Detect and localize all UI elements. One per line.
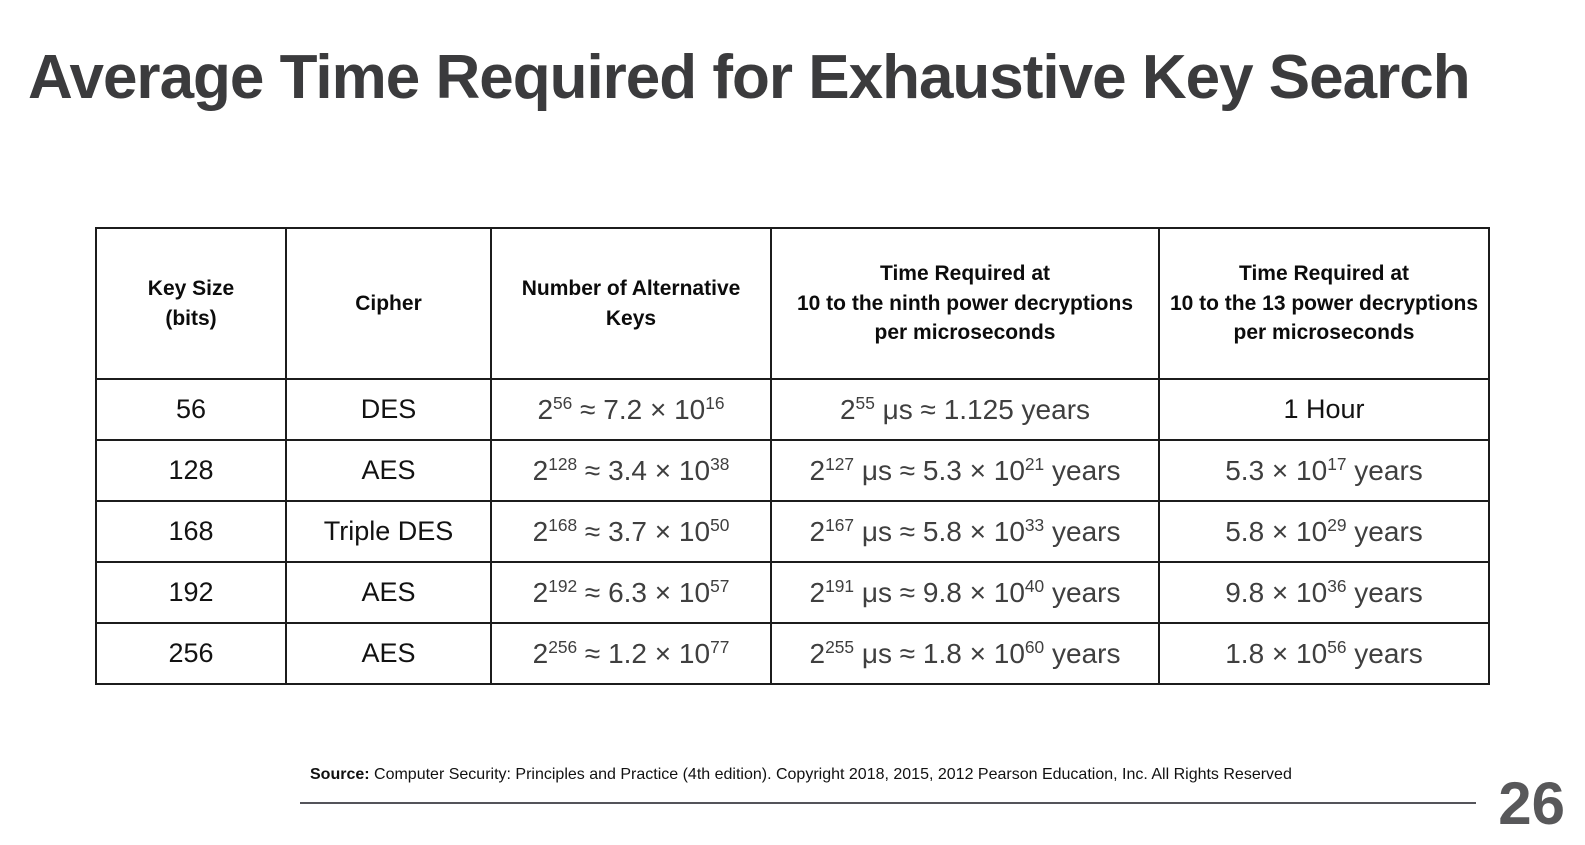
source-line: Source: Computer Security: Principles an…	[300, 766, 1476, 784]
table-row: 168 Triple DES 2168 ≈ 3.7 × 1050 2167 μs ≈ …	[95, 500, 1490, 563]
table-cell: 9.8 × 1036 years	[1158, 561, 1490, 624]
col-header-4: Time Required at 10 to the 13 power decry…	[1158, 227, 1490, 380]
table-cell: 192	[95, 561, 287, 624]
col-header-3: Time Required at 10 to the ninth power de…	[770, 227, 1160, 380]
table-cell: 2255 μs ≈ 1.8 × 1060 years	[770, 622, 1160, 685]
table-row: 192 AES 2192 ≈ 6.3 × 1057 2191 μs ≈ 9.8 × 1…	[95, 561, 1490, 624]
key-search-table: Key Size (bits) Cipher Number of Alternativ…	[95, 227, 1490, 685]
table-cell: Triple DES	[285, 500, 492, 563]
page-number: 26	[1498, 770, 1565, 837]
table-cell: 168	[95, 500, 287, 563]
table-row: 256 AES 2256 ≈ 1.2 × 1077 2255 μs ≈ 1.8 × 1…	[95, 622, 1490, 685]
table-cell: 1 Hour	[1158, 378, 1490, 441]
table-cell: 2128 ≈ 3.4 × 1038	[490, 439, 772, 502]
source-text: Computer Security: Principles and Practi…	[369, 766, 1292, 783]
table-cell: 56	[95, 378, 287, 441]
table-header-row: Key Size (bits) Cipher Number of Alternativ…	[95, 227, 1490, 380]
table-cell: 128	[95, 439, 287, 502]
table-row: 128 AES 2128 ≈ 3.4 × 1038 2127 μs ≈ 5.3 × 1…	[95, 439, 1490, 502]
footer-rule	[300, 802, 1476, 804]
table-cell: 1.8 × 1056 years	[1158, 622, 1490, 685]
table-cell: AES	[285, 561, 492, 624]
table-row: 56 DES 256 ≈ 7.2 × 1016 255 μs ≈ 1.125 year…	[95, 378, 1490, 441]
source-label: Source:	[310, 766, 370, 783]
table-cell: 2167 μs ≈ 5.8 × 1033 years	[770, 500, 1160, 563]
table-body: 56 DES 256 ≈ 7.2 × 1016 255 μs ≈ 1.125 year…	[95, 378, 1490, 685]
table-cell: 256 ≈ 7.2 × 1016	[490, 378, 772, 441]
table-cell: 2192 ≈ 6.3 × 1057	[490, 561, 772, 624]
col-header-1: Cipher	[285, 227, 492, 380]
table-cell: 2256 ≈ 1.2 × 1077	[490, 622, 772, 685]
table-cell: AES	[285, 622, 492, 685]
table-cell: AES	[285, 439, 492, 502]
table-cell: 2168 ≈ 3.7 × 1050	[490, 500, 772, 563]
col-header-2: Number of Alternative Keys	[490, 227, 772, 380]
table-cell: 2127 μs ≈ 5.3 × 1021 years	[770, 439, 1160, 502]
col-header-0: Key Size (bits)	[95, 227, 287, 380]
page-title: Average Time Required for Exhaustive Key…	[28, 43, 1471, 112]
table-cell: 2191 μs ≈ 9.8 × 1040 years	[770, 561, 1160, 624]
table-cell: 256	[95, 622, 287, 685]
table-cell: DES	[285, 378, 492, 441]
table-cell: 255 μs ≈ 1.125 years	[770, 378, 1160, 441]
table-cell: 5.8 × 1029 years	[1158, 500, 1490, 563]
table-cell: 5.3 × 1017 years	[1158, 439, 1490, 502]
